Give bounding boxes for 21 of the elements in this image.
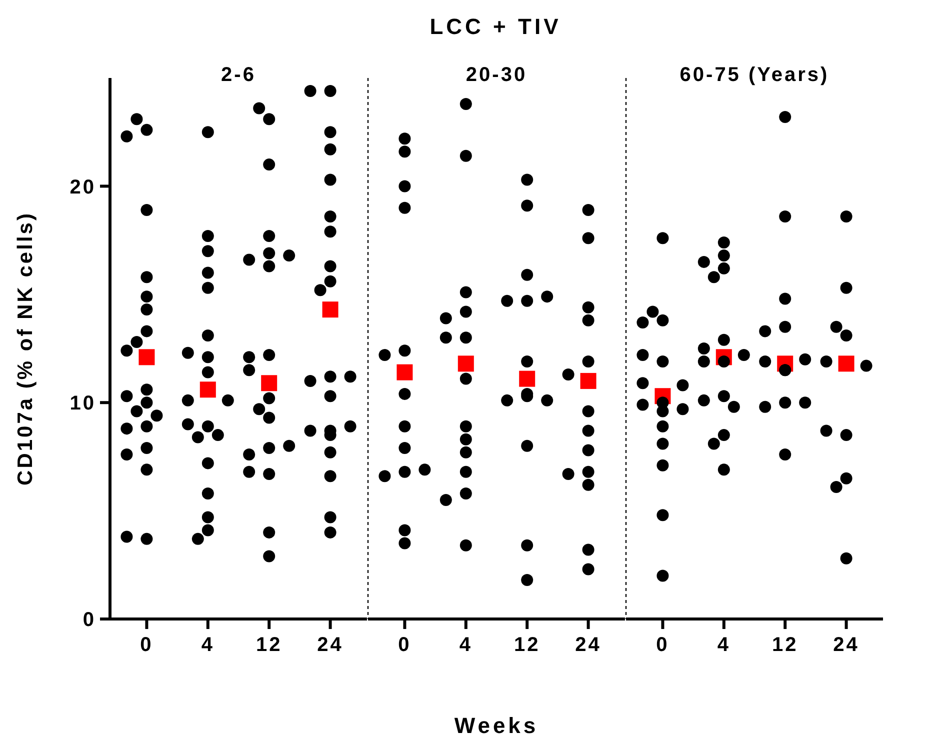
x-tick-label: 4	[201, 634, 214, 656]
y-tick-label: 10	[70, 392, 96, 415]
chart-subtitle: 20-30	[464, 64, 528, 87]
x-tick-label: 24	[317, 634, 344, 656]
y-axis-title: CD107a (% of NK cells)	[14, 212, 37, 486]
chart-title: LCC + TIV	[428, 14, 562, 40]
x-tick-label: 12	[514, 634, 540, 656]
y-tick-label: 20	[70, 176, 96, 198]
x-tick-label: 24	[575, 634, 602, 656]
y-tick-label: 0	[82, 609, 96, 632]
chart-subtitle: 60-75 (Years)	[678, 64, 830, 87]
x-tick-label: 0	[398, 634, 412, 656]
x-axis-title: Weeks	[454, 713, 539, 738]
x-tick-label: 12	[772, 634, 798, 656]
x-tick-label: 4	[459, 634, 472, 656]
x-tick-label: 0	[140, 634, 154, 656]
x-tick-label: 12	[256, 634, 282, 656]
x-tick-label: 0	[656, 634, 670, 656]
x-tick-label: 24	[833, 634, 860, 656]
x-tick-label: 4	[717, 634, 730, 656]
chart-subtitle: 2-6	[220, 64, 257, 87]
